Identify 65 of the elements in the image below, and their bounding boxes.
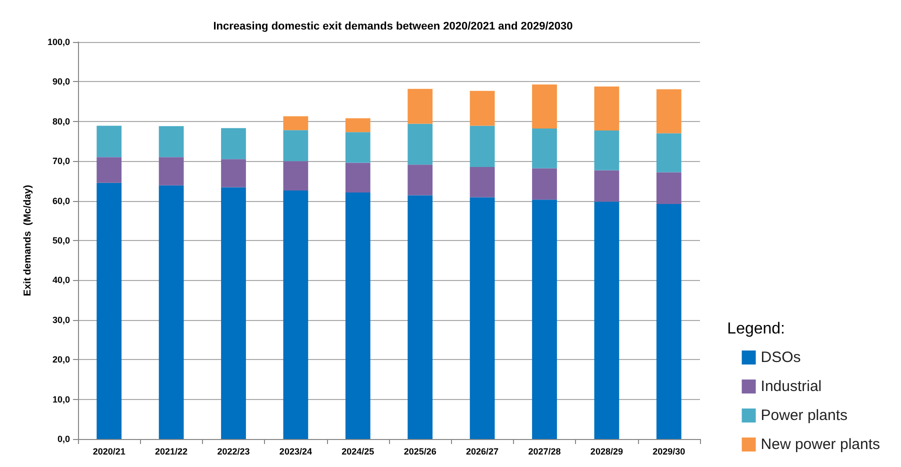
bar	[221, 187, 246, 439]
bar	[408, 124, 433, 165]
bar	[408, 88, 433, 124]
bar	[470, 167, 495, 198]
bar	[532, 84, 557, 129]
bar	[532, 168, 557, 200]
y-tick-label: 60,0	[52, 196, 70, 206]
bar	[283, 116, 308, 130]
bar	[283, 190, 308, 439]
bar	[158, 126, 184, 158]
x-tick-label: 2021/22	[155, 446, 188, 456]
bar	[594, 202, 620, 439]
x-tick-label: 2022/23	[217, 446, 250, 456]
bar	[96, 126, 122, 158]
bar	[96, 182, 122, 439]
x-tick-label: 2027/28	[528, 446, 561, 456]
bar	[594, 130, 620, 170]
bar	[283, 130, 308, 162]
bar	[345, 162, 370, 192]
y-tick-label: 80,0	[52, 116, 70, 126]
y-tick-label: 20,0	[52, 354, 70, 365]
bar	[158, 185, 184, 439]
bar	[656, 204, 682, 439]
bar	[345, 118, 370, 132]
y-tick-label: 90,0	[52, 76, 70, 87]
x-tick-label: 2026/27	[466, 446, 499, 456]
bar	[656, 133, 682, 172]
bar	[656, 172, 682, 204]
bar	[408, 164, 433, 196]
bar	[470, 197, 495, 439]
bar	[532, 200, 557, 439]
bar	[470, 90, 495, 126]
legend-label: New power plants	[760, 436, 880, 453]
bar	[408, 195, 433, 439]
bar	[158, 157, 184, 186]
bar	[594, 86, 620, 131]
legend-title: Legend:	[727, 320, 786, 338]
bar	[594, 170, 620, 202]
y-tick-label: 70,0	[52, 156, 70, 166]
bar	[96, 157, 122, 183]
x-tick-label: 2025/26	[404, 446, 436, 456]
bar	[345, 132, 370, 163]
y-tick-label: 40,0	[52, 275, 70, 286]
legend-label: Industrial	[760, 378, 822, 395]
bar	[221, 128, 246, 160]
chart-title: Increasing domestic exit demands between 2020/2021 and 2029/2030	[213, 20, 573, 32]
bar	[221, 159, 246, 188]
bar	[345, 192, 370, 439]
y-tick-label: 0,0	[57, 434, 70, 444]
y-tick-label: 100,0	[47, 37, 70, 47]
x-tick-label: 2024/25	[342, 446, 374, 456]
y-tick-label: 30,0	[52, 314, 70, 325]
bar	[656, 89, 682, 134]
x-tick-label: 2023/24	[279, 446, 312, 456]
bar	[283, 161, 308, 190]
legend-label: DSOs	[760, 349, 801, 366]
bar	[532, 128, 557, 168]
x-tick-label: 2020/21	[92, 446, 126, 456]
y-axis-title: Exit demands (Mc/day)	[22, 184, 34, 296]
x-tick-label: 2028/29	[590, 446, 623, 456]
y-tick-label: 10,0	[52, 394, 70, 404]
y-tick-label: 50,0	[52, 236, 70, 246]
legend-label: Power plants	[760, 407, 848, 424]
x-tick-label: 2029/30	[652, 446, 686, 456]
bar	[470, 126, 495, 168]
